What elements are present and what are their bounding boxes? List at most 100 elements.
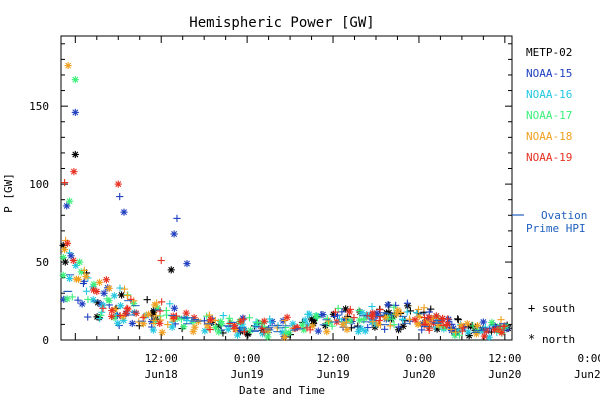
south-point — [97, 311, 105, 319]
north-point — [60, 245, 69, 254]
x-tick-date-label: Jun21 — [574, 368, 600, 381]
south-point — [98, 308, 106, 316]
south-point — [140, 312, 149, 320]
north-point — [472, 330, 480, 338]
north-point — [114, 319, 122, 327]
x-axis-label: Date and Time — [239, 384, 325, 397]
north-point — [71, 108, 79, 116]
marker-legend-symbol: + — [528, 301, 535, 315]
south-point — [82, 287, 91, 295]
marker-legend-label: north — [542, 333, 575, 346]
legend-entry: NOAA-19 — [526, 151, 572, 164]
south-point — [84, 295, 92, 304]
north-point — [71, 150, 79, 159]
north-point — [70, 168, 78, 176]
south-point — [368, 302, 376, 311]
x-tick-date-label: Jun20 — [488, 368, 521, 381]
south-point — [143, 296, 151, 304]
north-point — [345, 308, 354, 316]
x-tick-date-label: Jun18 — [145, 368, 178, 381]
north-point — [89, 286, 98, 294]
north-point — [64, 62, 72, 70]
south-point — [172, 312, 181, 320]
north-point — [414, 320, 422, 328]
north-point — [411, 316, 419, 324]
legend-entry: NOAA-16 — [526, 88, 572, 101]
south-point — [116, 192, 124, 201]
south-point — [74, 296, 82, 304]
south-point — [334, 304, 342, 313]
north-point — [485, 333, 493, 341]
y-tick-label: 0 — [42, 334, 49, 347]
south-point — [158, 298, 166, 306]
north-point — [482, 327, 490, 335]
south-point — [442, 321, 450, 329]
south-point — [458, 327, 466, 335]
north-point — [490, 326, 499, 334]
north-point — [132, 309, 140, 317]
north-point — [110, 292, 118, 300]
south-point — [325, 317, 333, 325]
north-point — [264, 333, 272, 341]
north-point — [258, 330, 267, 338]
north-point — [218, 320, 226, 328]
south-point — [420, 304, 428, 312]
north-point — [339, 321, 347, 329]
north-point — [464, 328, 472, 336]
south-point — [406, 307, 415, 315]
south-point — [258, 324, 266, 332]
north-point — [124, 305, 132, 313]
north-point — [170, 304, 179, 312]
south-point — [338, 308, 346, 316]
south-point — [240, 328, 248, 336]
north-point — [298, 321, 306, 329]
legend: METP-02 NOAA-15 NOAA-16 NOAA-17 NOAA-18 NOAA-… — [526, 46, 572, 164]
north-point — [78, 300, 86, 308]
south-point — [346, 305, 354, 314]
north-point — [425, 313, 433, 322]
south-point — [96, 314, 104, 323]
north-point — [473, 321, 482, 330]
y-axis: 0 50 100 150 — [29, 43, 512, 347]
south-point — [156, 307, 164, 315]
legend-entry: NOAA-17 — [526, 109, 572, 122]
north-point — [224, 325, 232, 333]
north-point — [65, 197, 74, 205]
north-point — [384, 301, 392, 309]
north-point — [95, 278, 104, 286]
south-point — [99, 304, 107, 312]
north-point — [394, 306, 402, 314]
north-point — [368, 313, 376, 321]
marker-legend-label: south — [542, 302, 575, 315]
north-point — [156, 319, 164, 327]
south-point — [386, 322, 394, 330]
south-point — [253, 318, 261, 327]
south-point — [120, 285, 129, 293]
north-point — [443, 320, 451, 328]
south-point — [80, 266, 88, 275]
south-point — [173, 214, 181, 222]
north-point — [321, 321, 329, 330]
south-point — [68, 293, 76, 301]
north-point — [74, 275, 83, 283]
north-point — [233, 331, 242, 339]
x-tick-time-label: 0:00 — [577, 352, 600, 365]
north-point — [215, 328, 223, 336]
south-point — [369, 318, 377, 326]
south-point — [331, 308, 339, 316]
legend-entry: METP-02 — [526, 46, 572, 59]
x-tick-time-label: 12:00 — [488, 352, 521, 365]
south-point — [454, 315, 462, 323]
south-point — [406, 315, 414, 323]
north-point — [71, 76, 79, 84]
north-point — [488, 318, 496, 327]
south-point — [403, 308, 411, 316]
y-axis-label: P [GW] — [2, 173, 15, 213]
south-point — [303, 324, 311, 332]
north-point — [183, 260, 191, 268]
ovation-legend-label-1: Ovation — [541, 209, 587, 222]
south-point — [205, 324, 213, 332]
marker-legend-symbol: * — [528, 332, 535, 346]
south-point — [447, 325, 455, 333]
north-point — [247, 326, 255, 334]
